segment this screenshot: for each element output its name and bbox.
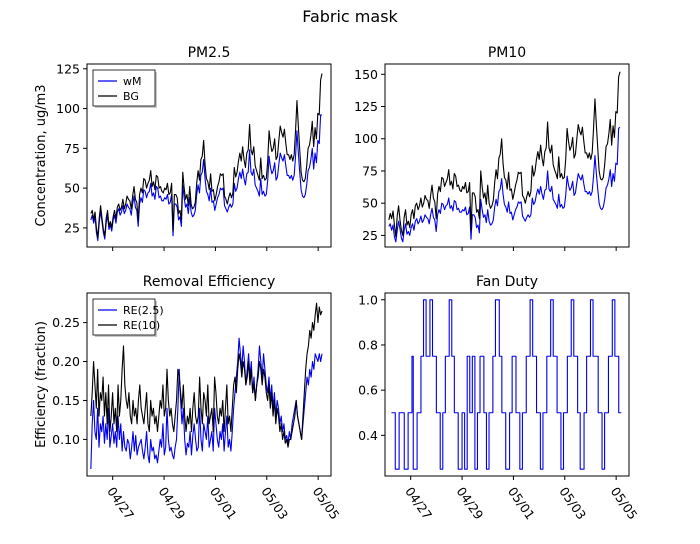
- axes-frame: [384, 292, 630, 477]
- legend-label: RE(2.5): [123, 304, 164, 317]
- axes-frame: [86, 63, 332, 248]
- axes-frame: [384, 63, 630, 248]
- y-tick-label: 100: [354, 131, 378, 146]
- y-tick-label: 1.0: [358, 292, 378, 307]
- legend: wM BG: [92, 69, 157, 108]
- legend-label: RE(10): [123, 319, 160, 332]
- x-tick-label: 05/03: [556, 484, 589, 522]
- y-tick-label: 0.6: [358, 383, 378, 398]
- panel-title: PM2.5: [188, 45, 231, 61]
- y-tick-label: 75: [64, 141, 80, 156]
- y-tick-label: 75: [362, 163, 378, 178]
- y-axis-label: Concentration, ug/m3: [34, 84, 49, 226]
- x-tick-label: 04/29: [156, 484, 189, 522]
- series-line-re-10-: [90, 302, 323, 448]
- y-tick-label: 0.8: [358, 337, 378, 352]
- panel-pm25: PM2.5 Concentration, ug/m3 25 50 75 100 125 wM B…: [34, 45, 332, 251]
- legend-box: [92, 298, 156, 336]
- y-tick-label: 25: [362, 228, 378, 243]
- series-line-wm: [388, 126, 621, 243]
- y-tick-label: 125: [56, 61, 80, 76]
- x-tick-label: 04/27: [402, 484, 435, 522]
- legend-box: [92, 69, 156, 107]
- x-tick-label: 05/05: [608, 484, 641, 522]
- y-tick-label: 100: [56, 101, 80, 116]
- series-line-wm: [90, 114, 323, 242]
- legend-label: wM: [123, 75, 142, 88]
- y-tick-label: 0.25: [52, 315, 80, 330]
- y-tick-label: 0.10: [52, 432, 80, 447]
- axes-frame: [86, 292, 332, 477]
- y-axis-label: Efficiency (fraction): [34, 321, 49, 448]
- panel-fan_duty: Fan Duty 0.4 0.6 0.8 1.0 04/27 04/29 05/01 05/03…: [358, 274, 641, 522]
- figure-title: Fabric mask: [302, 7, 398, 26]
- legend-label: BG: [123, 90, 139, 103]
- panel-pm10: PM10 25 50 75 100 125 150: [354, 45, 630, 251]
- panel-title: Fan Duty: [476, 274, 538, 290]
- y-tick-label: 0.20: [52, 354, 80, 369]
- panel-title: Removal Efficiency: [143, 274, 276, 290]
- panel-title: PM10: [488, 45, 526, 61]
- y-tick-label: 150: [354, 67, 378, 82]
- y-tick-label: 125: [354, 99, 378, 114]
- series-line-re-2-5-: [90, 337, 323, 470]
- series-line-bg: [388, 71, 621, 238]
- series-line-bg: [90, 73, 323, 238]
- y-tick-label: 0.15: [52, 393, 80, 408]
- x-tick-label: 04/27: [104, 484, 137, 522]
- legend: RE(2.5) RE(10): [92, 298, 164, 337]
- x-tick-label: 05/05: [310, 484, 343, 522]
- series-line-duty: [391, 299, 622, 470]
- y-tick-label: 25: [64, 220, 80, 235]
- x-tick-label: 05/01: [207, 484, 240, 522]
- x-tick-label: 05/03: [258, 484, 291, 522]
- x-tick-label: 05/01: [505, 484, 538, 522]
- x-tick-label: 04/29: [454, 484, 487, 522]
- y-tick-label: 50: [362, 196, 378, 211]
- y-tick-label: 50: [64, 181, 80, 196]
- y-tick-label: 0.4: [358, 428, 378, 443]
